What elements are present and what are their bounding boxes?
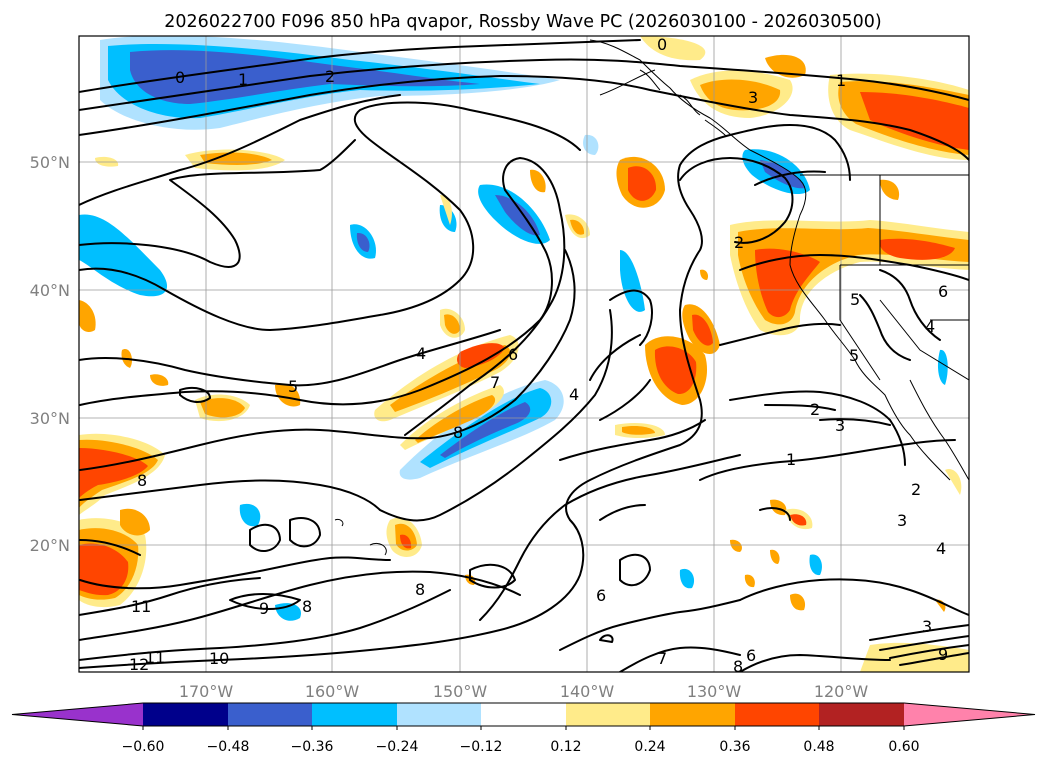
lon-label: 170°W [179, 682, 234, 701]
map-area: 0 1 2 0 3 1 2 4 5 6 7 8 4 5 2 3 4 5 6 8 … [79, 35, 969, 676]
map-frame [78, 35, 970, 673]
colorbar-extension-high [904, 703, 1035, 726]
colorbar-tick-labels: −0.60 −0.48 −0.36 −0.24 −0.12 0.12 0.24 … [122, 739, 920, 755]
longitude-labels: 170°W 160°W 150°W 140°W 130°W 120°W [179, 682, 869, 701]
contour-label: 1 [836, 71, 846, 90]
contour-label: 11 [131, 597, 151, 616]
colorbar-tick-label: 0.48 [803, 739, 834, 755]
lon-label: 130°W [687, 682, 742, 701]
contour-label: 5 [850, 290, 860, 309]
colorbar-tick-label: −0.60 [122, 739, 165, 755]
lon-label: 160°W [305, 682, 360, 701]
contour-label: 7 [657, 649, 667, 668]
contour-label: 2 [911, 480, 921, 499]
colorbar [11, 702, 1036, 730]
contour-label: 11 [145, 648, 165, 667]
colorbar-segment [397, 703, 481, 726]
contour-label: 3 [748, 88, 758, 107]
contour-label: 4 [936, 539, 946, 558]
lat-label: 50°N [30, 153, 70, 172]
colorbar-tick-label: 0.36 [719, 739, 750, 755]
lon-label: 120°W [814, 682, 869, 701]
colorbar-tick-label: 0.24 [634, 739, 665, 755]
gridlines [79, 36, 969, 672]
colorbar-segment [312, 703, 397, 726]
colorbar-tick-label: 0.60 [888, 739, 919, 755]
contour-label: 6 [508, 345, 518, 364]
colorbar-tick-label: −0.36 [291, 739, 334, 755]
lat-label: 30°N [30, 409, 70, 428]
contour-label: 8 [733, 657, 743, 676]
contour-label: 3 [922, 617, 932, 636]
contour-label: 4 [416, 344, 426, 363]
lat-label: 20°N [30, 536, 70, 555]
contour-label: 8 [302, 597, 312, 616]
colorbar-segment [650, 703, 735, 726]
contour-label: 8 [137, 471, 147, 490]
contour-label: 5 [288, 377, 298, 396]
colorbar-tick-label: 0.12 [550, 739, 581, 755]
latitude-labels: 50°N 40°N 30°N 20°N [30, 153, 70, 555]
colorbar-segment [819, 703, 904, 726]
contour-label: 10 [209, 649, 229, 668]
lon-label: 140°W [560, 682, 615, 701]
contour-label: 2 [734, 233, 744, 252]
colorbar-segment [566, 703, 650, 726]
contour-lines [79, 39, 969, 672]
contour-label: 8 [415, 580, 425, 599]
contour-label: 6 [746, 646, 756, 665]
contour-label: 6 [938, 282, 948, 301]
colorbar-tick-label: −0.48 [207, 739, 250, 755]
contour-label: 3 [835, 416, 845, 435]
colorbar-segment [481, 703, 566, 726]
contour-label: 4 [925, 317, 935, 336]
contour-label: 1 [786, 450, 796, 469]
contour-label: 2 [810, 400, 820, 419]
lon-label: 150°W [433, 682, 488, 701]
lat-label: 40°N [30, 281, 70, 300]
contour-label: 0 [657, 35, 667, 54]
contour-label: 3 [897, 511, 907, 530]
colorbar-extension-low [12, 703, 143, 726]
plot-title: 2026022700 F096 850 hPa qvapor, Rossby W… [164, 12, 881, 32]
contour-label-group: 0 1 2 0 3 1 2 4 5 6 7 8 4 5 2 3 4 5 6 8 … [129, 35, 948, 676]
contour-label: 9 [938, 645, 948, 664]
colorbar-segment [228, 703, 312, 726]
colorbar-segment [143, 703, 228, 726]
colorbar-tick-label: −0.24 [376, 739, 419, 755]
colorbar-segment [735, 703, 819, 726]
contour-label: 9 [259, 599, 269, 618]
contour-label: 5 [849, 346, 859, 365]
colorbar-tick-label: −0.12 [460, 739, 503, 755]
contour-label: 8 [453, 423, 463, 442]
contour-label: 2 [325, 67, 335, 86]
contour-label: 7 [490, 373, 500, 392]
contour-label: 1 [238, 70, 248, 89]
contour-label: 0 [175, 68, 185, 87]
contour-label: 12 [129, 655, 149, 674]
contour-label: 6 [596, 586, 606, 605]
contour-label: 4 [569, 385, 579, 404]
